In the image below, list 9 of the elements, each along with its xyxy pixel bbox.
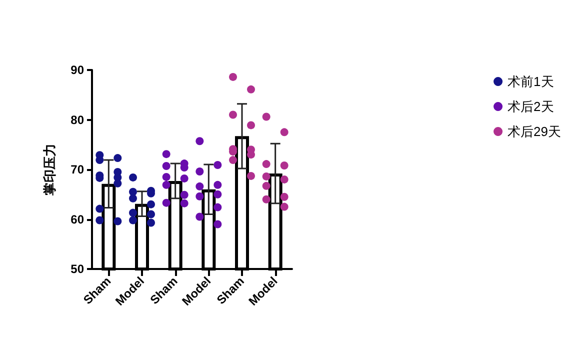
y-tick-label: 80 <box>70 112 84 127</box>
legend-label: 术后2天 <box>508 99 554 114</box>
y-tick-label: 60 <box>70 212 84 226</box>
y-tick-label: 90 <box>70 63 84 77</box>
legend-label: 术前1天 <box>508 74 554 89</box>
y-tick-label: 70 <box>70 162 84 176</box>
y-tick-label: 50 <box>70 262 84 276</box>
legend-label: 术后29天 <box>508 124 562 139</box>
y-axis-title: 掌印压力 <box>42 144 57 196</box>
